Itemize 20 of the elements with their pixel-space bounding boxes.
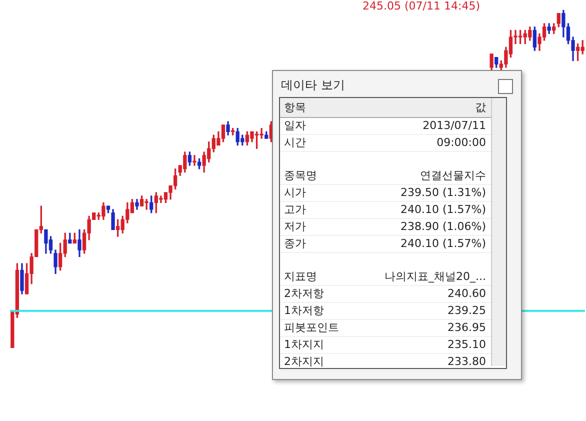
annotation: 245.05 (07/11 14:45) bbox=[362, 0, 480, 12]
text: 2차저항 240.60 bbox=[284, 287, 486, 300]
text: 1차저항 239.25 bbox=[284, 304, 486, 317]
annotation: 고가 bbox=[284, 202, 307, 218]
annotation: 240.10 (1.57%) bbox=[399, 202, 486, 218]
text: 2차지지 233.80 bbox=[284, 355, 486, 368]
text: 항목 값 bbox=[284, 101, 486, 114]
text: 데이타 보기 bbox=[281, 77, 345, 94]
annotation: 저가 bbox=[284, 219, 307, 235]
text: 종목명 연결선물지수 bbox=[284, 169, 486, 182]
text: 피봇포인트 236.95 bbox=[284, 321, 486, 334]
annotation: 238.90 (1.06%) bbox=[399, 219, 486, 235]
annotation: 시가 bbox=[284, 185, 307, 201]
annotation: 240.10 (1.57%) bbox=[399, 236, 486, 252]
text: 일자 2013/07/11 bbox=[284, 119, 486, 132]
annotation: 239.50 (1.31%) bbox=[399, 185, 486, 201]
text: 1차지지 235.10 bbox=[284, 338, 486, 351]
text: 시간 09:00:00 bbox=[284, 136, 486, 149]
annotation: 종가 bbox=[284, 236, 307, 252]
text: 지표명 나의지표_채널20_... bbox=[284, 270, 486, 283]
